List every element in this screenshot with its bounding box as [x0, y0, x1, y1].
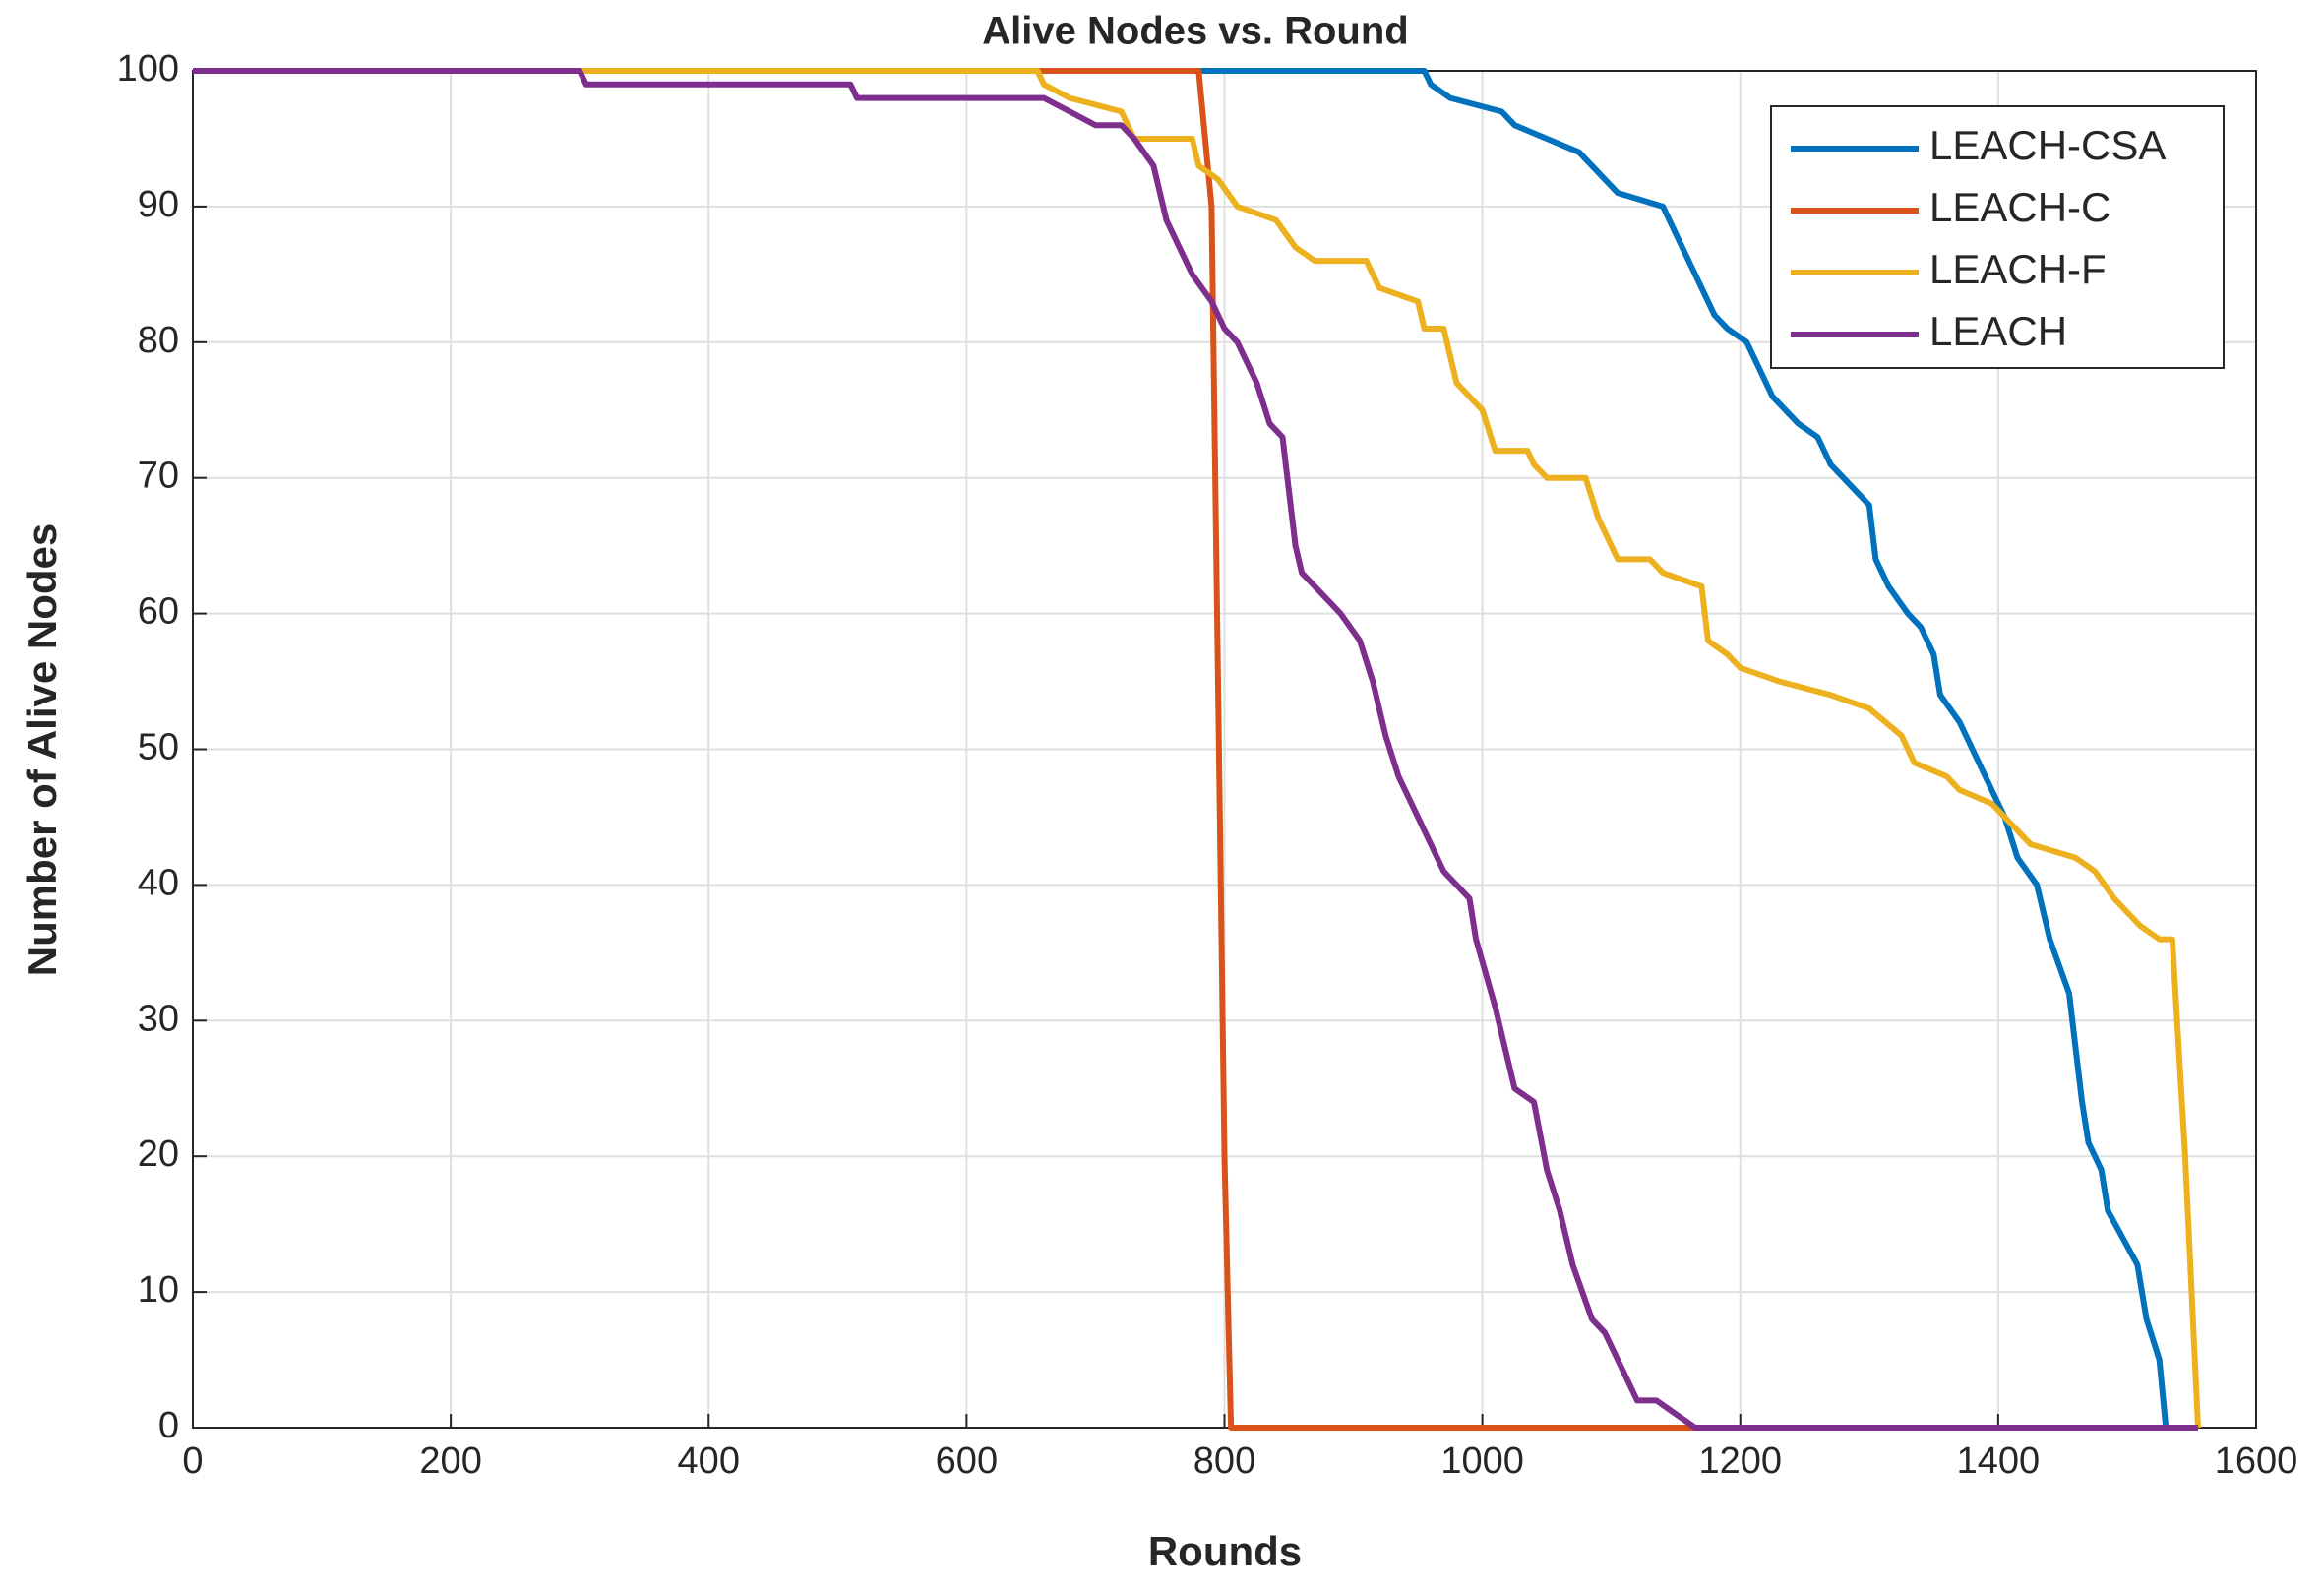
legend-label: LEACH-F [1929, 246, 2107, 292]
y-tick-label: 60 [138, 591, 179, 633]
legend-label: LEACH [1929, 308, 2067, 354]
y-tick-label: 50 [138, 727, 179, 768]
x-tick-label: 1600 [2215, 1440, 2298, 1482]
y-tick-label: 40 [138, 862, 179, 903]
x-tick-label: 1200 [1698, 1440, 1782, 1482]
chart-title: Alive Nodes vs. Round [982, 10, 1408, 53]
x-tick-label: 800 [1193, 1440, 1255, 1482]
x-axis-label: Rounds [1148, 1528, 1302, 1574]
legend-label: LEACH-C [1929, 184, 2110, 230]
x-tick-label: 200 [419, 1440, 481, 1482]
series-line [193, 68, 2170, 1429]
y-tick-label: 80 [138, 320, 179, 361]
x-tick-label: 600 [936, 1440, 998, 1482]
y-tick-label: 30 [138, 998, 179, 1039]
legend-label: LEACH-CSA [1929, 122, 2166, 168]
x-tick-label: 1000 [1440, 1440, 1524, 1482]
y-tick-label: 10 [138, 1269, 179, 1311]
series-line [193, 68, 2198, 1431]
y-tick-label: 100 [117, 48, 179, 90]
x-tick-label: 400 [678, 1440, 740, 1482]
y-tick-label: 90 [138, 184, 179, 225]
x-tick-label: 0 [182, 1440, 203, 1482]
y-tick-label: 20 [138, 1133, 179, 1175]
series-line [193, 68, 2201, 1429]
y-axis-label: Number of Alive Nodes [19, 523, 65, 977]
y-tick-label: 0 [158, 1405, 179, 1446]
y-tick-label: 70 [138, 456, 179, 497]
x-tick-label: 1400 [1957, 1440, 2041, 1482]
